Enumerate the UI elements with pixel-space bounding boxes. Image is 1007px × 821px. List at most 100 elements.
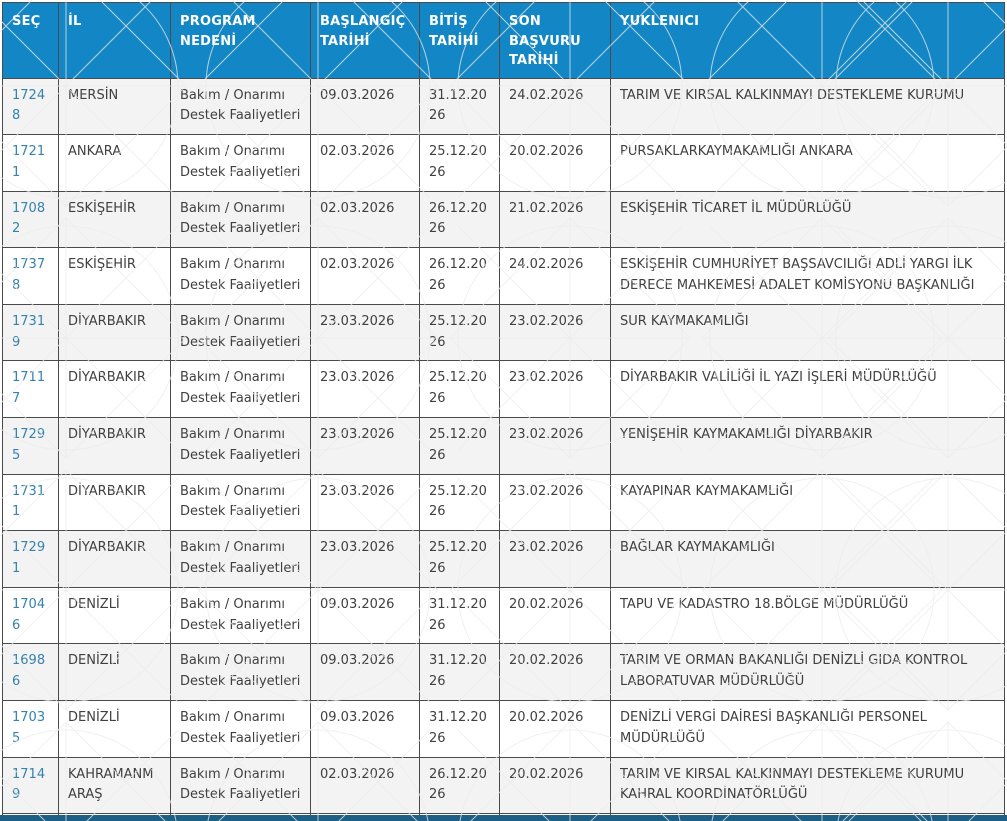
cell-yuklenici: TARIM VE KIRSAL KALKINMAYI DESTEKLEME KU… [610,756,1005,815]
cell-yuklenici: YENİŞEHİR KAYMAKAMLIĞI DİYARBAKIR [610,417,1005,475]
cell-bitis: 31.12.2026 [419,77,500,136]
table-row: 17046 DENİZLİ Bakım / Onarımı Destek Faa… [2,586,1005,645]
cell-program: Bakım / Onarımı Destek Faaliyetleri [170,360,311,419]
cell-yuklenici: PURSAKLARKAYMAKAMLIĞI ANKARA [610,134,1005,192]
cell-bitis: 25.12.2026 [419,303,500,362]
cell-program: Bakım / Onarımı Destek Faaliyetleri [170,247,311,305]
cell-il: DENİZLİ [58,700,171,758]
program-id-link[interactable]: 17311 [12,483,46,520]
cell-yuklenici: DENİZLİ VERGİ DAİRESİ BAŞKANLIĞI PERSONE… [610,700,1005,758]
cell-bitis: 25.12.2026 [419,473,500,532]
cell-sec: 17046 [2,586,59,645]
cell-yuklenici: TAPU VE KADASTRO 18.BÖLGE MÜDÜRLÜĞÜ [610,586,1005,645]
program-id-link[interactable]: 17378 [12,257,46,294]
program-id-link[interactable]: 17291 [12,540,46,577]
header-program: PROGRAM NEDENİ [170,2,311,79]
cell-sec: 17248 [2,77,59,136]
program-id-link[interactable]: 17295 [12,427,46,463]
program-id-link[interactable]: 17149 [12,766,46,803]
cell-sec: 17035 [2,700,59,758]
cell-yuklenici: ESKİŞEHİR CUMHURİYET BAŞSAVCILIĞI ADLİ Y… [610,247,1005,305]
cell-program: Bakım / Onarımı Destek Faaliyetleri [170,756,311,815]
table-row: 17291 DİYARBAKIR Bakım / Onarımı Destek … [2,530,1005,588]
table-header: SEÇ İL PROGRAM NEDENİ BAŞLANGIÇ TARİHİ B… [2,2,1005,79]
cell-il: KAHRAMANMARAŞ [58,756,171,815]
program-id-link[interactable]: 17248 [12,87,46,124]
cell-program: Bakım / Onarımı Destek Faaliyetleri [170,134,311,192]
cell-sec: 17311 [2,473,59,532]
cell-son-basvuru: 24.02.2026 [499,247,611,305]
cell-il: ESKİŞEHİR [58,247,171,305]
cell-bitis: 25.12.2026 [419,360,500,419]
table-row: 16986 DENİZLİ Bakım / Onarımı Destek Faa… [2,643,1005,702]
cell-baslangic: 02.03.2026 [310,247,420,305]
cell-baslangic: 09.03.2026 [310,77,420,136]
cell-bitis: 26.12.2026 [419,247,500,305]
cell-yuklenici: TARIM VE ORMAN BAKANLIĞI DENİZLİ GIDA KO… [610,643,1005,702]
cell-baslangic: 23.03.2026 [310,473,420,532]
cell-il: DENİZLİ [58,586,171,645]
cell-baslangic: 02.03.2026 [310,190,420,249]
cell-bitis: 31.12.2026 [419,643,500,702]
table-row: 17149 KAHRAMANMARAŞ Bakım / Onarımı Dest… [2,756,1005,815]
cell-son-basvuru: 23.02.2026 [499,303,611,362]
table-row: 17319 DİYARBAKIR Bakım / Onarımı Destek … [2,303,1005,362]
cell-baslangic: 02.03.2026 [310,756,420,815]
cell-son-basvuru: 20.02.2026 [499,756,611,815]
program-id-link[interactable]: 17035 [12,710,46,746]
cell-program: Bakım / Onarımı Destek Faaliyetleri [170,643,311,702]
header-baslangic: BAŞLANGIÇ TARİHİ [310,2,420,79]
cell-son-basvuru: 23.02.2026 [499,360,611,419]
cell-yuklenici: SUR KAYMAKAMLIĞI [610,303,1005,362]
table-row: 17082 ESKİŞEHİR Bakım / Onarımı Destek F… [2,190,1005,249]
cell-bitis: 25.12.2026 [419,134,500,192]
cell-sec: 17117 [2,360,59,419]
cell-il: DİYARBAKIR [58,530,171,588]
cell-baslangic: 23.03.2026 [310,530,420,588]
cell-son-basvuru: 23.02.2026 [499,417,611,475]
cell-baslangic: 09.03.2026 [310,700,420,758]
cell-baslangic: 23.03.2026 [310,417,420,475]
cell-program: Bakım / Onarımı Destek Faaliyetleri [170,303,311,362]
cell-program: Bakım / Onarımı Destek Faaliyetleri [170,530,311,588]
header-bitis: BİTİŞ TARİHİ [419,2,500,79]
cell-yuklenici: DİYARBAKIR VALİLİĞİ İL YAZI İŞLERİ MÜDÜR… [610,360,1005,419]
cell-sec: 17149 [2,756,59,815]
program-id-link[interactable]: 17319 [12,313,46,350]
cell-son-basvuru: 23.02.2026 [499,530,611,588]
program-id-link[interactable]: 16986 [12,653,46,690]
table-row: 17311 DİYARBAKIR Bakım / Onarımı Destek … [2,473,1005,532]
table-row: 17211 ANKARA Bakım / Onarımı Destek Faal… [2,134,1005,192]
cell-baslangic: 02.03.2026 [310,134,420,192]
table-row: 17248 MERSİN Bakım / Onarımı Destek Faal… [2,77,1005,136]
table-row: 17117 DİYARBAKIR Bakım / Onarımı Destek … [2,360,1005,419]
cell-baslangic: 23.03.2026 [310,360,420,419]
cell-sec: 17291 [2,530,59,588]
cell-program: Bakım / Onarımı Destek Faaliyetleri [170,586,311,645]
table-body: 17248 MERSİN Bakım / Onarımı Destek Faal… [2,77,1005,821]
program-id-link[interactable]: 17211 [12,144,46,180]
cell-yuklenici: KAYAPINAR KAYMAKAMLIĞI [610,473,1005,532]
cell-baslangic: 23.03.2026 [310,303,420,362]
cell-son-basvuru: 20.02.2026 [499,700,611,758]
header-il: İL [58,2,171,79]
cell-il: DİYARBAKIR [58,360,171,419]
cell-il: MERSİN [58,77,171,136]
cell-son-basvuru: 20.02.2026 [499,643,611,702]
cell-bitis: 26.12.2026 [419,756,500,815]
cell-baslangic: 09.03.2026 [310,586,420,645]
cell-son-basvuru: 24.02.2026 [499,77,611,136]
cell-il: DİYARBAKIR [58,417,171,475]
cell-il: DİYARBAKIR [58,303,171,362]
cell-sec: 17295 [2,417,59,475]
program-id-link[interactable]: 17117 [12,370,46,407]
cell-yuklenici: ESKİŞEHİR TİCARET İL MÜDÜRLÜĞÜ [610,190,1005,249]
table-row: 17378 ESKİŞEHİR Bakım / Onarımı Destek F… [2,247,1005,305]
cell-sec: 17319 [2,303,59,362]
cell-sec: 17211 [2,134,59,192]
table-row: 17295 DİYARBAKIR Bakım / Onarımı Destek … [2,417,1005,475]
cell-bitis: 31.12.2026 [419,586,500,645]
cell-il: ANKARA [58,134,171,192]
program-id-link[interactable]: 17046 [12,596,46,633]
program-id-link[interactable]: 17082 [12,200,46,237]
